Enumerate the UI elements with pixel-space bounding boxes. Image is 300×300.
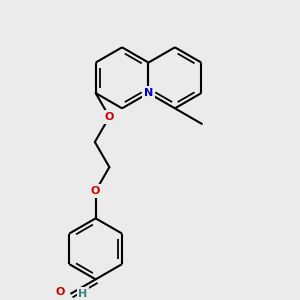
Text: O: O xyxy=(56,287,65,297)
Text: N: N xyxy=(144,88,153,98)
Text: O: O xyxy=(91,186,100,196)
Text: O: O xyxy=(105,112,114,122)
Text: H: H xyxy=(78,289,88,299)
